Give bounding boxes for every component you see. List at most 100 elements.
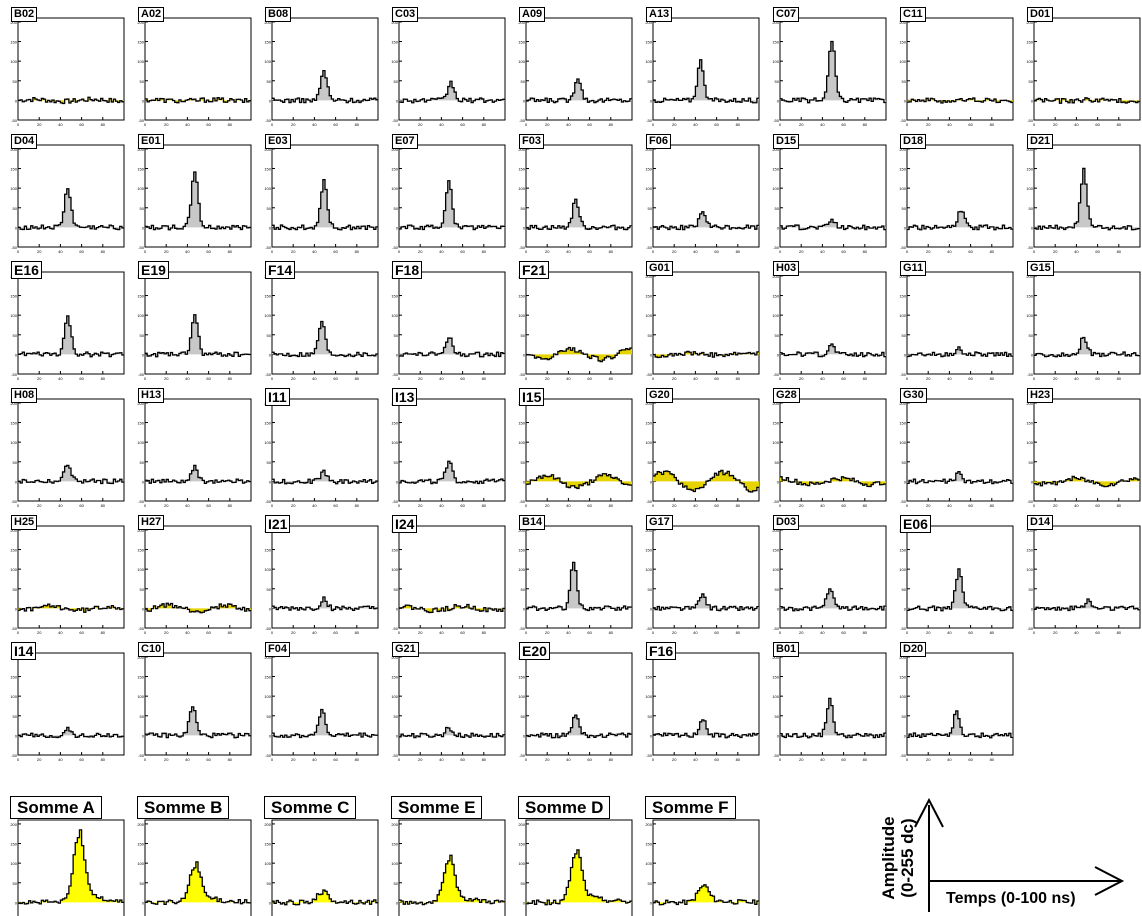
waveform-fill bbox=[780, 476, 886, 487]
waveform-fill bbox=[272, 179, 378, 230]
plot-frame bbox=[144, 144, 252, 248]
plot-frame bbox=[144, 271, 252, 375]
panel-title: E20 bbox=[519, 642, 550, 660]
y-tick-label: -50 bbox=[519, 372, 526, 377]
panel-title: D01 bbox=[1027, 7, 1054, 22]
plot-frame bbox=[525, 144, 633, 248]
y-tick-label: -50 bbox=[1027, 499, 1034, 504]
x-tick-label: 80 bbox=[482, 249, 487, 254]
panel-title: E19 bbox=[138, 261, 169, 279]
x-tick-label: 40 bbox=[947, 249, 952, 254]
x-tick-label: 80 bbox=[1117, 249, 1122, 254]
y-tick-label: 200 bbox=[899, 401, 906, 406]
x-tick-label: 20 bbox=[799, 503, 804, 508]
waveform-line bbox=[526, 849, 632, 906]
y-tick-label: 200 bbox=[899, 20, 906, 25]
x-tick-label: 40 bbox=[947, 503, 952, 508]
y-tick-label: 100 bbox=[645, 567, 652, 572]
y-tick-label: 0 bbox=[523, 479, 526, 484]
waveform-line bbox=[653, 884, 759, 906]
y-tick-label: 150 bbox=[391, 675, 398, 680]
y-tick-label: 100 bbox=[899, 567, 906, 572]
x-tick-label: 60 bbox=[333, 249, 338, 254]
y-tick-label: 100 bbox=[10, 861, 17, 866]
y-tick-label: 50 bbox=[775, 333, 780, 338]
waveform-line bbox=[399, 603, 505, 614]
x-tick-label: 60 bbox=[206, 376, 211, 381]
y-tick-label: -50 bbox=[392, 626, 399, 631]
y-tick-label: 200 bbox=[10, 822, 17, 827]
waveform-line bbox=[399, 726, 505, 739]
y-tick-label: 100 bbox=[1026, 440, 1033, 445]
y-tick-label: 100 bbox=[518, 186, 525, 191]
x-tick-label: 0 bbox=[144, 757, 147, 762]
y-tick-label: 0 bbox=[396, 733, 399, 738]
y-tick-label: 0 bbox=[142, 733, 145, 738]
x-tick-label: 60 bbox=[587, 249, 592, 254]
y-tick-label: 150 bbox=[137, 675, 144, 680]
x-tick-label: 80 bbox=[736, 122, 741, 127]
y-tick-label: 50 bbox=[521, 333, 526, 338]
plot-frame bbox=[906, 271, 1014, 375]
y-tick-label: -50 bbox=[900, 753, 907, 758]
x-tick-label: 80 bbox=[736, 757, 741, 762]
y-tick-label: -50 bbox=[1027, 118, 1034, 123]
x-tick-label: 0 bbox=[144, 630, 147, 635]
y-tick-label: 50 bbox=[648, 460, 653, 465]
y-tick-label: 150 bbox=[1026, 40, 1033, 45]
y-tick-label: 150 bbox=[137, 842, 144, 847]
waveform-line bbox=[907, 710, 1013, 739]
x-tick-label: 20 bbox=[926, 249, 931, 254]
y-tick-label: 100 bbox=[899, 313, 906, 318]
y-tick-label: -50 bbox=[138, 245, 145, 250]
x-tick-label: 20 bbox=[926, 122, 931, 127]
plot-frame bbox=[779, 525, 887, 629]
y-tick-label: 200 bbox=[137, 147, 144, 152]
x-tick-label: 60 bbox=[968, 630, 973, 635]
y-tick-label: -50 bbox=[11, 245, 18, 250]
x-tick-label: 0 bbox=[652, 630, 655, 635]
y-tick-label: 200 bbox=[10, 528, 17, 533]
y-tick-label: 100 bbox=[137, 861, 144, 866]
y-tick-label: 0 bbox=[650, 900, 653, 905]
y-tick-label: 150 bbox=[518, 167, 525, 172]
y-tick-label: 0 bbox=[650, 606, 653, 611]
x-tick-label: 80 bbox=[609, 757, 614, 762]
x-tick-label: 60 bbox=[206, 249, 211, 254]
x-tick-label: 60 bbox=[1095, 376, 1100, 381]
y-tick-label: 100 bbox=[645, 861, 652, 866]
y-tick-label: -50 bbox=[646, 118, 653, 123]
x-tick-label: 80 bbox=[101, 630, 106, 635]
y-tick-label: 100 bbox=[772, 186, 779, 191]
y-tick-label: 150 bbox=[391, 40, 398, 45]
x-tick-label: 80 bbox=[228, 249, 233, 254]
x-tick-label: 40 bbox=[312, 249, 317, 254]
y-tick-label: 0 bbox=[904, 479, 907, 484]
waveform-line bbox=[526, 346, 632, 363]
x-tick-label: 20 bbox=[291, 249, 296, 254]
y-tick-label: -50 bbox=[646, 753, 653, 758]
y-tick-label: -50 bbox=[138, 753, 145, 758]
y-tick-label: 150 bbox=[10, 675, 17, 680]
x-tick-label: 20 bbox=[164, 630, 169, 635]
x-tick-label: 0 bbox=[652, 503, 655, 508]
y-tick-label: 100 bbox=[772, 694, 779, 699]
x-tick-label: 80 bbox=[355, 122, 360, 127]
y-tick-label: 100 bbox=[645, 59, 652, 64]
x-tick-label: 0 bbox=[906, 249, 909, 254]
plot-frame bbox=[525, 398, 633, 502]
x-tick-label: 20 bbox=[799, 122, 804, 127]
waveform-line bbox=[399, 854, 505, 906]
y-tick-label: 150 bbox=[772, 167, 779, 172]
waveform-line bbox=[145, 97, 251, 104]
x-tick-label: 0 bbox=[17, 503, 20, 508]
y-tick-label: 50 bbox=[13, 714, 18, 719]
x-tick-label: 0 bbox=[398, 249, 401, 254]
